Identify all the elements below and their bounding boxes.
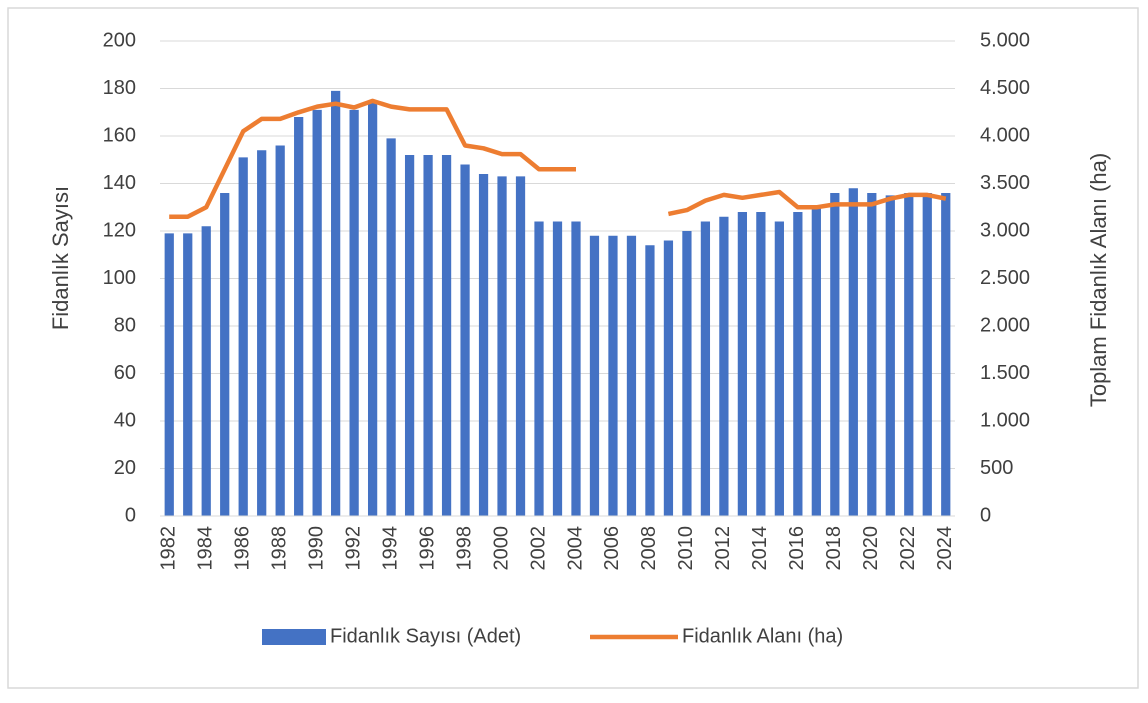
y2-tick-label: 0 (980, 504, 991, 526)
bar (589, 235, 600, 516)
y2-tick-label: 1.000 (980, 409, 1030, 431)
y-tick-label: 180 (103, 77, 136, 99)
bar (201, 226, 211, 516)
x-tick-label: 1988 (268, 526, 290, 571)
bar (904, 193, 914, 516)
legend-label: Fidanlık Alanı (ha) (682, 625, 843, 647)
x-tick-label: 2010 (675, 526, 697, 571)
x-tick-label: 1996 (416, 526, 438, 571)
y-tick-label: 140 (103, 172, 136, 194)
y-tick-label: 80 (114, 314, 136, 336)
bar (867, 193, 877, 516)
bar (830, 193, 840, 516)
y2-tick-label: 4.500 (980, 77, 1030, 99)
y2-tick-label: 1.500 (980, 362, 1030, 384)
x-tick-label: 2002 (527, 526, 549, 571)
x-tick-label: 2000 (490, 526, 512, 571)
bar (774, 221, 784, 516)
x-tick-label: 1986 (231, 526, 253, 571)
bar (497, 176, 507, 516)
y-tick-label: 40 (114, 409, 136, 431)
bar (257, 150, 267, 516)
legend-label: Fidanlık Sayısı (Adet) (330, 625, 521, 647)
x-tick-label: 2016 (786, 526, 808, 571)
y-tick-label: 20 (114, 457, 136, 479)
bar (331, 90, 341, 516)
x-tick-label: 1994 (379, 526, 401, 571)
bar (404, 155, 415, 516)
bar (386, 138, 396, 516)
bar (626, 235, 637, 516)
bar (183, 233, 193, 516)
bar (238, 157, 248, 516)
x-tick-label: 2012 (712, 526, 734, 571)
x-tick-label: 2008 (638, 526, 660, 571)
x-tick-label: 1982 (158, 526, 180, 571)
bar (478, 174, 489, 516)
x-tick-label: 2006 (601, 526, 623, 571)
bar (645, 245, 655, 516)
y-tick-label: 200 (103, 29, 136, 51)
bar (719, 216, 729, 516)
bar (294, 117, 304, 516)
bar (663, 240, 674, 516)
y2-tick-label: 5.000 (980, 29, 1030, 51)
bar (941, 193, 951, 516)
bar (793, 212, 803, 516)
bar (682, 231, 692, 516)
bar (737, 212, 748, 516)
bar (349, 109, 359, 516)
bar (922, 193, 932, 516)
bar (700, 221, 711, 516)
bar (423, 155, 433, 516)
x-tick-label: 1990 (305, 526, 327, 571)
x-tick-label: 2014 (749, 526, 771, 571)
y2-axis-title: Toplam Fidanlık Alanı (ha) (1086, 153, 1111, 407)
x-tick-label: 2004 (564, 526, 586, 571)
bar (460, 164, 470, 516)
y2-tick-label: 2.000 (980, 314, 1030, 336)
x-tick-label: 2020 (860, 526, 882, 571)
bar (220, 193, 230, 516)
bar (367, 102, 378, 516)
bar (312, 109, 322, 516)
y-tick-label: 100 (103, 267, 136, 289)
bar (552, 221, 563, 516)
y-tick-label: 0 (125, 504, 136, 526)
bar (571, 221, 581, 516)
y2-tick-label: 3.500 (980, 172, 1030, 194)
bar (275, 145, 285, 516)
y2-tick-label: 4.000 (980, 124, 1030, 146)
bar (515, 176, 526, 516)
legend-swatch (262, 629, 326, 645)
x-tick-label: 2022 (897, 526, 919, 571)
bar (164, 233, 174, 516)
y2-tick-label: 3.000 (980, 219, 1030, 241)
bar (608, 235, 618, 516)
bar (441, 155, 452, 516)
x-tick-label: 2018 (823, 526, 845, 571)
y2-tick-label: 500 (980, 457, 1013, 479)
y-tick-label: 60 (114, 362, 136, 384)
line (169, 98, 947, 220)
x-tick-label: 1992 (342, 526, 364, 571)
bar (848, 188, 858, 516)
y-axis-title: Fidanlık Sayısı (48, 186, 73, 330)
x-tick-label: 1998 (453, 526, 475, 571)
y-tick-label: 120 (103, 219, 136, 241)
x-tick-label: 1984 (195, 526, 217, 571)
bar (885, 195, 895, 516)
x-tick-label: 2024 (934, 526, 956, 571)
y-tick-label: 160 (103, 124, 136, 146)
y2-tick-label: 2.500 (980, 267, 1030, 289)
bar (534, 221, 544, 516)
bar (811, 207, 821, 516)
bar (756, 212, 766, 516)
